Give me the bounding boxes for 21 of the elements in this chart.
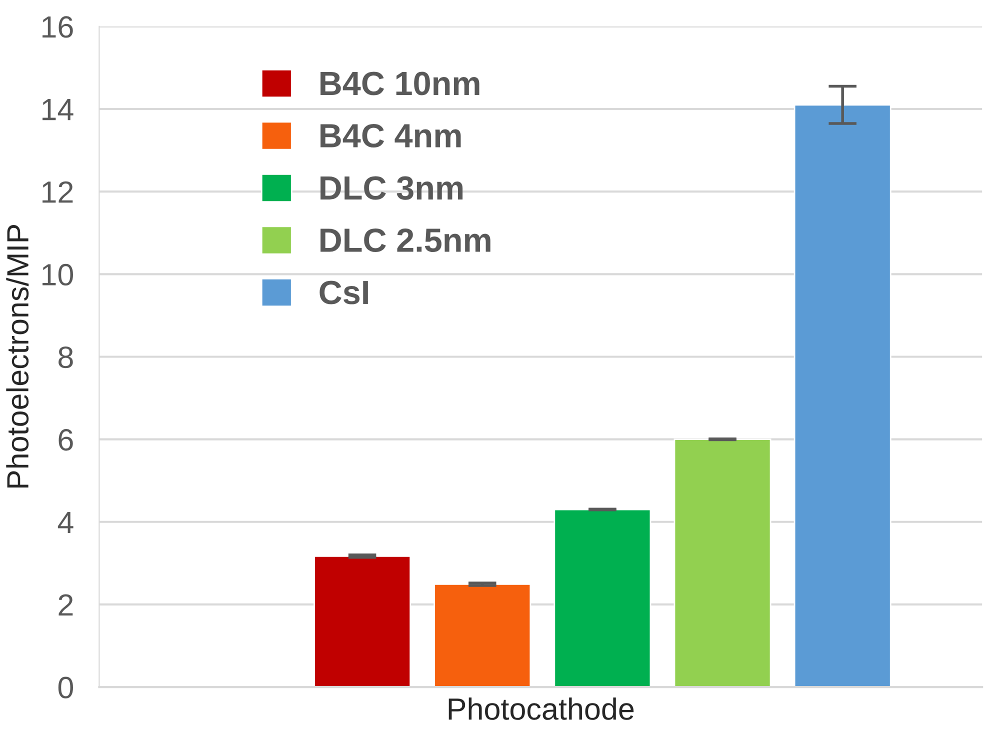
y-tick-label: 16: [42, 16, 73, 38]
y-tick-label: 8: [58, 346, 73, 368]
bar: [554, 508, 652, 688]
bar: [794, 104, 892, 688]
y-tick-label: 6: [58, 429, 73, 451]
bar: [314, 555, 412, 688]
x-axis-title: Photocathode: [448, 697, 634, 720]
y-tick-label: 2: [58, 594, 73, 616]
y-tick-label: 4: [58, 512, 74, 533]
y-tick-label: 10: [42, 264, 74, 286]
y-tick-label: 14: [42, 99, 74, 120]
bar: [434, 584, 532, 688]
y-tick-label: 12: [42, 181, 73, 203]
legend-label: B4C 10nm: [320, 72, 480, 96]
legend-label: DLC 3nm: [320, 176, 463, 200]
bar: [674, 438, 772, 688]
y-axis-title: Photoelectrons/MIP: [6, 225, 29, 488]
y-tick-label: 0: [58, 676, 74, 698]
legend-label: CsI: [320, 280, 368, 304]
legend-label: DLC 2.5nm: [320, 228, 490, 252]
legend-label: B4C 4nm: [320, 124, 461, 148]
